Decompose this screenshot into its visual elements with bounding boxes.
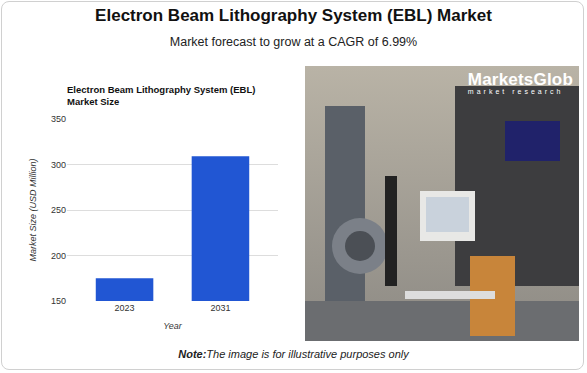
svg-text:2031: 2031 [210,303,230,313]
html-text:Electron Beam Lithography Syst: Electron Beam Lithography System (EBL) M… [67,84,256,107]
html-text:Market forecast to grow at a C: Market forecast to grow at a CAGR of 6.9… [169,35,418,49]
svg-text:150: 150 [51,296,66,306]
svg-text:200: 200 [51,251,66,261]
svg-text:350: 350 [51,114,66,124]
svg-text:Year: Year [163,321,183,331]
html-text:Electron Beam Lithography Syst: Electron Beam Lithography System (EBL) M… [95,6,492,25]
html-text:Note: The image is for illustr: Note: The image is for illustrative purp… [178,348,409,360]
svg-text:Market Size (USD Million): Market Size (USD Million) [28,158,38,261]
svg-text:300: 300 [51,160,66,170]
html-text:MarketsGlob: MarketsGlob [467,70,573,89]
svg-text:2023: 2023 [115,303,135,313]
html-text:market research: market research [467,88,564,95]
svg-text:250: 250 [51,205,66,215]
